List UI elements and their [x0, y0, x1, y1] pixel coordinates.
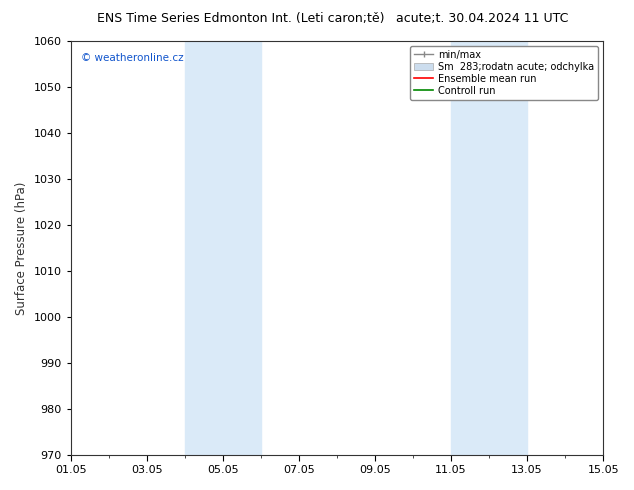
Bar	[451, 41, 489, 455]
Text: acute;t. 30.04.2024 11 UTC: acute;t. 30.04.2024 11 UTC	[396, 12, 568, 25]
Bar	[223, 41, 261, 455]
Y-axis label: Surface Pressure (hPa): Surface Pressure (hPa)	[15, 181, 28, 315]
Bar	[185, 41, 223, 455]
Text: © weatheronline.cz: © weatheronline.cz	[81, 53, 184, 64]
Legend: min/max, Sm  283;rodatn acute; odchylka, Ensemble mean run, Controll run: min/max, Sm 283;rodatn acute; odchylka, …	[410, 46, 598, 99]
Bar	[489, 41, 527, 455]
Text: ENS Time Series Edmonton Int. (Leti caron;tě): ENS Time Series Edmonton Int. (Leti caro…	[97, 12, 385, 25]
